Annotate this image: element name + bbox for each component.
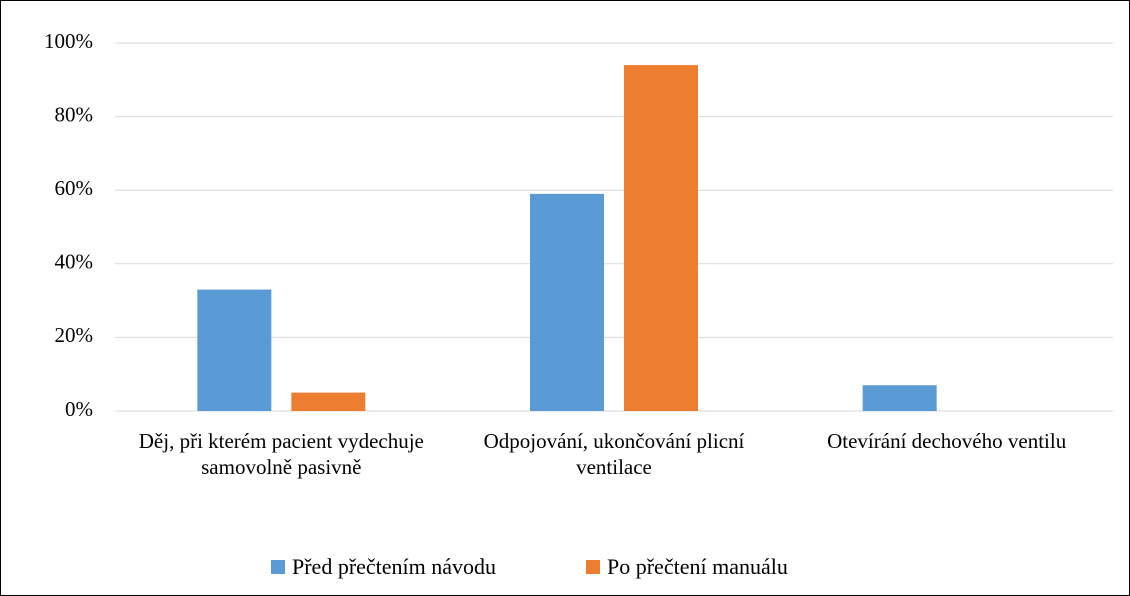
legend-swatch [586, 560, 600, 574]
legend-label: Před přečtením návodu [292, 554, 497, 579]
y-tick-label: 100% [44, 29, 93, 53]
y-tick-label: 0% [65, 397, 93, 421]
y-tick-label: 40% [55, 250, 94, 274]
legend-label: Po přečtení manuálu [607, 554, 788, 579]
legend-swatch [271, 560, 285, 574]
bar [624, 65, 698, 411]
x-tick-label: Otevírání dechového ventilu [827, 429, 1067, 453]
y-tick-label: 60% [55, 176, 94, 200]
x-tick-label: Děj, při kterém pacient vydechuje samovo… [138, 429, 424, 479]
legend-item: Po přečtení manuálu [586, 554, 788, 580]
bar [530, 193, 604, 411]
bar [197, 289, 272, 411]
y-tick-label: 80% [55, 102, 94, 126]
y-tick-label: 20% [55, 323, 94, 347]
x-tick-label: Odpojování, ukončování plicní ventilace [483, 429, 745, 479]
bar [862, 385, 937, 411]
bar [291, 392, 366, 411]
legend-item: Před přečtením návodu [271, 554, 496, 580]
